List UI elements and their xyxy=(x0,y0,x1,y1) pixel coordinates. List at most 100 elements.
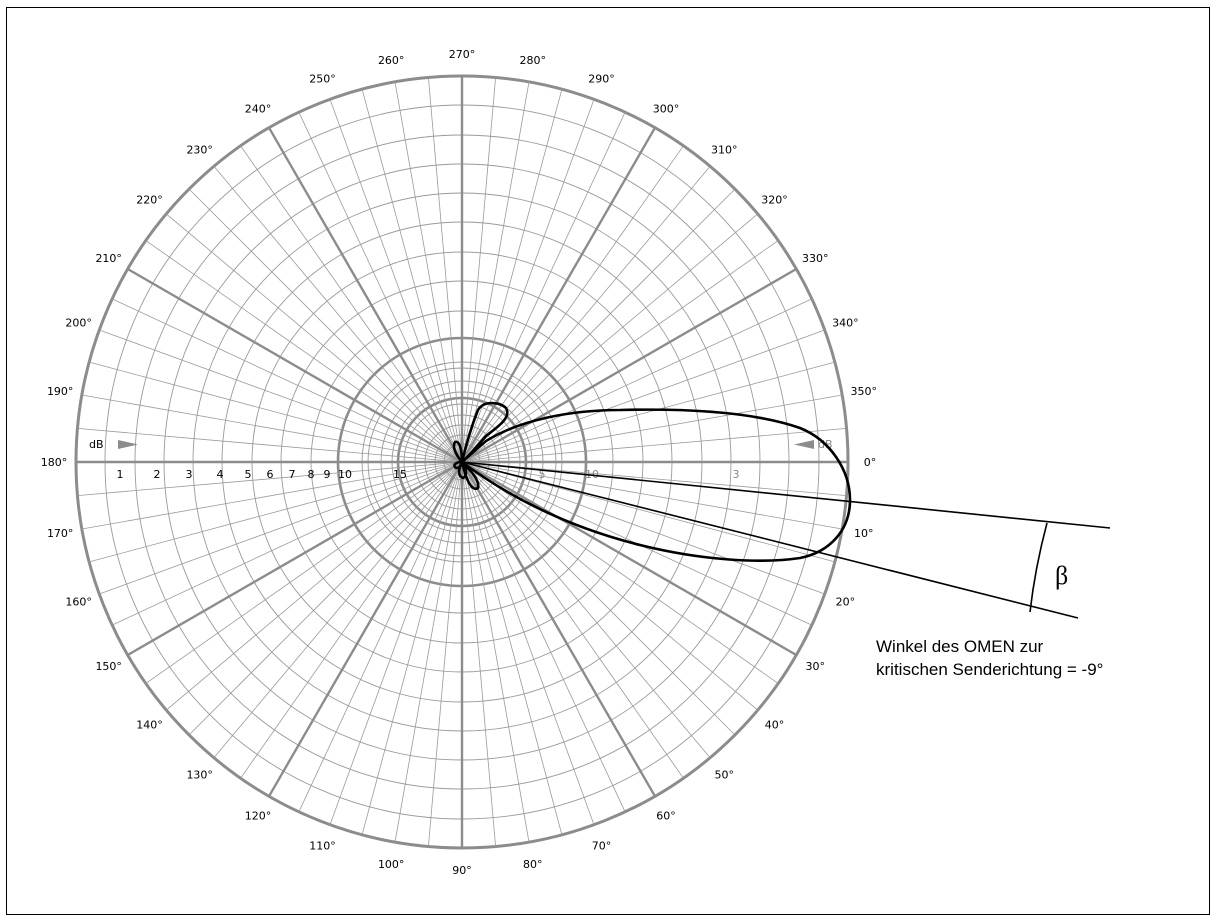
angle-label: 110° xyxy=(309,839,336,852)
annotation-line-1: Winkel des OMEN zur xyxy=(876,637,1044,656)
db-tick-left: 4 xyxy=(217,468,224,481)
grid-spoke-major xyxy=(460,461,657,797)
grid-spoke xyxy=(329,99,463,463)
grid-spoke xyxy=(329,461,463,825)
db-tick-left: 8 xyxy=(308,468,315,481)
angle-label: 340° xyxy=(832,317,859,330)
grid-spoke xyxy=(145,240,463,463)
angle-label: 270° xyxy=(449,48,476,61)
grid-spoke xyxy=(81,394,463,463)
grid-spoke xyxy=(461,213,758,463)
grid-spoke xyxy=(428,77,463,463)
angle-label: 330° xyxy=(802,252,829,265)
grid-spoke xyxy=(461,461,684,779)
angle-label: 30° xyxy=(806,660,826,673)
grid-spoke xyxy=(298,112,463,463)
grid-spoke xyxy=(461,461,711,758)
grid-spoke xyxy=(461,461,736,736)
grid-spoke xyxy=(461,394,843,463)
grid-spoke-major xyxy=(127,267,463,464)
reference-line-lower xyxy=(461,461,1079,619)
angle-label: 80° xyxy=(523,858,543,871)
grid-spoke xyxy=(240,145,463,463)
grid-spoke xyxy=(77,428,463,463)
grid-spoke xyxy=(166,213,463,463)
annotation: Winkel des OMEN zur kritischen Senderich… xyxy=(876,637,1103,679)
grid-spoke xyxy=(99,329,463,463)
grid-spoke xyxy=(461,461,496,847)
angle-label: 70° xyxy=(592,839,612,852)
db-unit-left: dB xyxy=(89,438,104,451)
ring-labels: 12345678910155103 xyxy=(117,468,740,481)
grid-spoke xyxy=(298,461,463,812)
db-tick-left: 5 xyxy=(245,468,252,481)
grid-spoke xyxy=(461,89,563,463)
grid-spoke xyxy=(240,461,463,779)
grid-spoke xyxy=(461,461,847,496)
grid-spoke xyxy=(461,99,595,463)
grid-spoke xyxy=(112,461,463,626)
db-tick-left: 2 xyxy=(154,468,161,481)
reference-line-upper xyxy=(461,461,1111,529)
grid-spoke xyxy=(361,461,463,835)
grid-spoke xyxy=(461,461,530,843)
grid-spoke-major xyxy=(460,127,657,463)
beta-angle-lines: β xyxy=(461,461,1111,619)
db-tick-right: 5 xyxy=(539,468,546,481)
grid-spoke xyxy=(81,461,463,530)
grid-spoke xyxy=(461,461,626,812)
angle-label: 10° xyxy=(854,527,874,540)
angle-label: 350° xyxy=(851,385,878,398)
grid-spoke-major xyxy=(461,460,797,657)
grid-spoke xyxy=(461,461,595,825)
db-tick-left: 6 xyxy=(267,468,274,481)
grid-spoke xyxy=(394,81,463,463)
grid-spoke xyxy=(89,361,463,463)
angle-label: 320° xyxy=(761,194,788,207)
db-tick-left: 3 xyxy=(186,468,193,481)
angle-label: 130° xyxy=(186,769,213,782)
db-tick-left: 7 xyxy=(289,468,296,481)
angle-label: 100° xyxy=(378,858,405,871)
polar-grid xyxy=(74,74,850,850)
angle-label: 250° xyxy=(309,73,336,86)
angle-label: 20° xyxy=(836,596,856,609)
grid-spoke-major xyxy=(127,460,463,657)
angle-label: 40° xyxy=(765,718,785,731)
radiation-pattern xyxy=(452,401,852,562)
angle-label: 240° xyxy=(245,103,272,116)
grid-spoke-major xyxy=(267,127,464,463)
angle-label: 60° xyxy=(656,809,676,822)
angle-label: 300° xyxy=(653,103,680,116)
angle-label: 160° xyxy=(65,596,92,609)
angle-label: 180° xyxy=(41,456,68,469)
grid-spoke xyxy=(461,461,835,563)
angle-label: 220° xyxy=(136,194,163,207)
grid-spoke xyxy=(112,298,463,463)
grid-spoke xyxy=(77,461,463,496)
grid-spoke xyxy=(361,89,463,463)
grid-spoke xyxy=(461,77,496,463)
grid-spoke xyxy=(461,461,843,530)
grid-spoke xyxy=(188,461,463,736)
grid-spoke xyxy=(99,461,463,595)
grid-spoke xyxy=(145,461,463,684)
grid-spoke-major xyxy=(267,461,464,797)
grid-spoke xyxy=(188,188,463,463)
angle-label: 0° xyxy=(864,456,877,469)
db-tick-left: 1 xyxy=(117,468,124,481)
db-arrow-right xyxy=(794,440,814,449)
angle-label: 210° xyxy=(95,252,122,265)
angle-label: 200° xyxy=(65,317,92,330)
db-arrow-left xyxy=(118,440,138,449)
grid-spoke-major xyxy=(461,267,797,464)
grid-spoke xyxy=(461,461,563,835)
angle-label: 230° xyxy=(186,144,213,157)
db-tick-left: 10 xyxy=(338,468,352,481)
grid-spoke xyxy=(461,329,825,463)
grid-spoke xyxy=(428,461,463,847)
grid-spoke xyxy=(461,240,779,463)
grid-spoke xyxy=(461,461,779,684)
angle-label: 90° xyxy=(452,864,472,877)
